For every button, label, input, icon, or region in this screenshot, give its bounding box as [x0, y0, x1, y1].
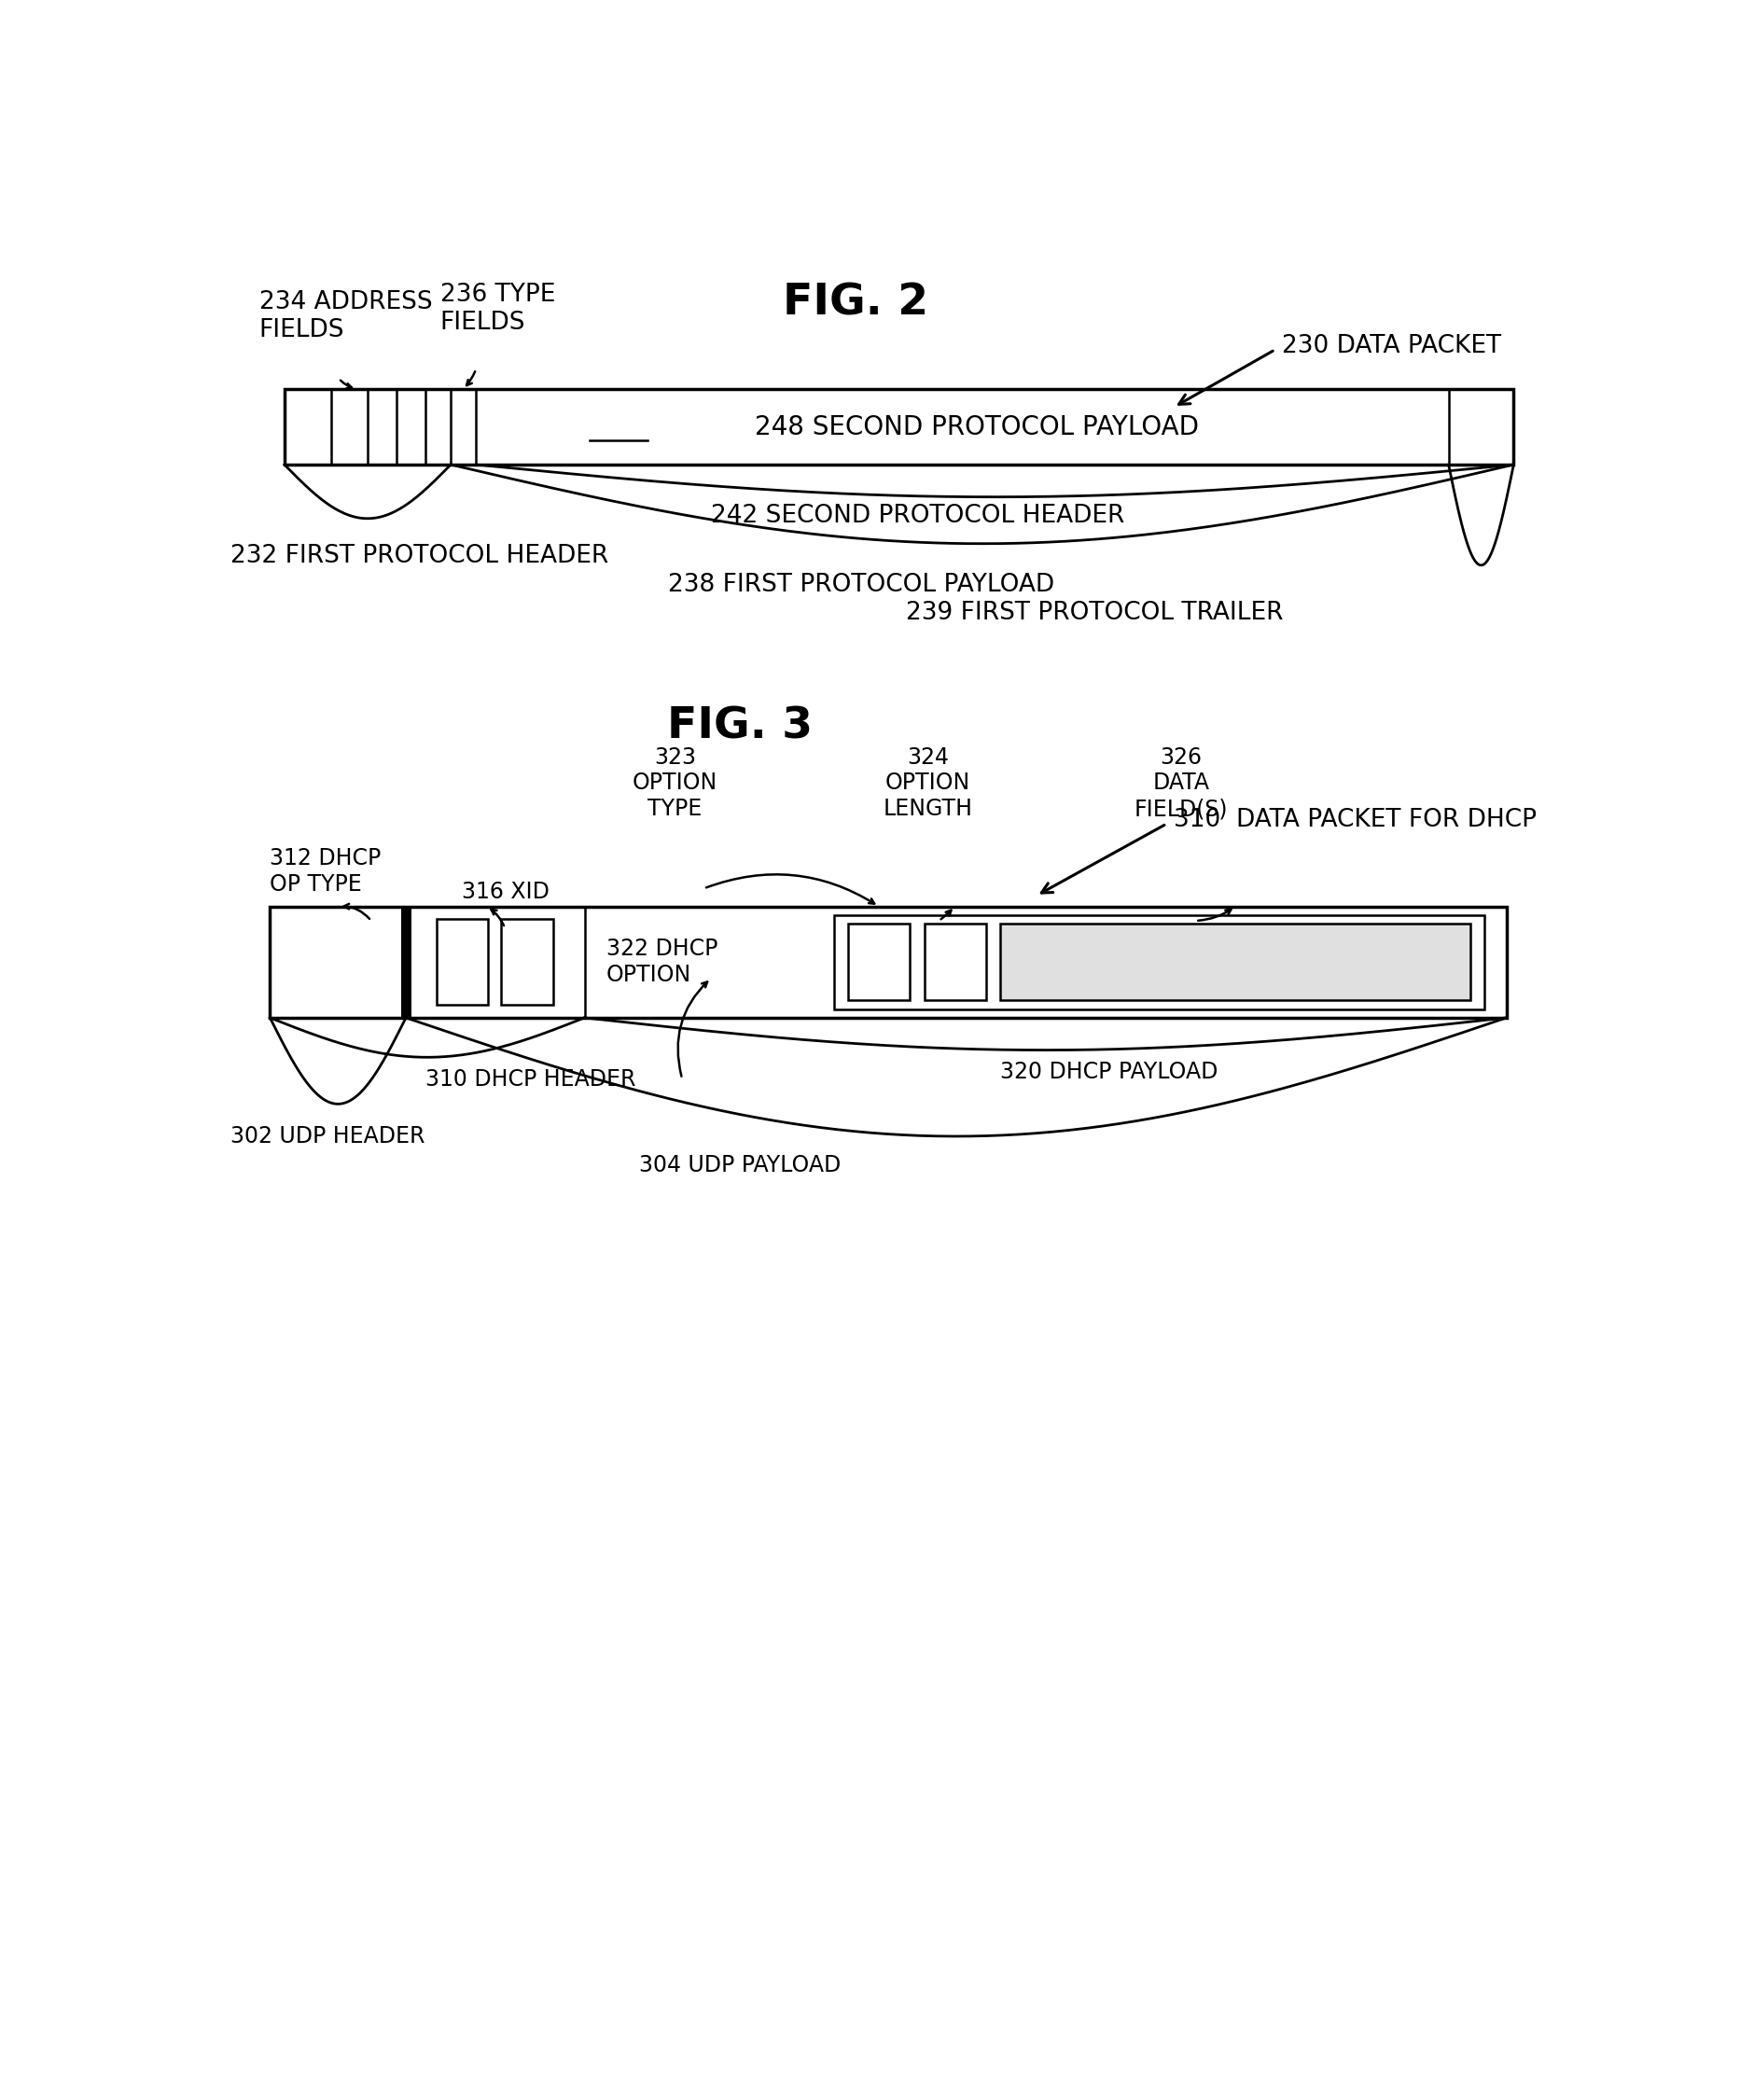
- Text: 302 UDP HEADER: 302 UDP HEADER: [230, 1126, 424, 1149]
- Bar: [284, 388, 1514, 464]
- Text: 236 TYPE
FIELDS: 236 TYPE FIELDS: [440, 284, 554, 336]
- Text: 326
DATA
FIELD(S): 326 DATA FIELD(S): [1133, 745, 1228, 821]
- Bar: [502, 920, 553, 1004]
- Bar: [270, 907, 1505, 1018]
- Text: 320 DHCP PAYLOAD: 320 DHCP PAYLOAD: [1000, 1060, 1217, 1084]
- Text: 310  DATA PACKET FOR DHCP: 310 DATA PACKET FOR DHCP: [1173, 808, 1537, 832]
- Bar: [1000, 924, 1470, 1000]
- Text: 310 DHCP HEADER: 310 DHCP HEADER: [424, 1069, 635, 1090]
- Text: 232 FIRST PROTOCOL HEADER: 232 FIRST PROTOCOL HEADER: [230, 544, 609, 567]
- Bar: [400, 907, 410, 1018]
- Bar: [833, 916, 1484, 1010]
- Text: 312 DHCP
OP TYPE: 312 DHCP OP TYPE: [270, 846, 381, 895]
- Text: 234 ADDRESS
FIELDS: 234 ADDRESS FIELDS: [260, 290, 431, 342]
- Bar: [924, 924, 986, 1000]
- Bar: [437, 920, 488, 1004]
- Text: 242 SECOND PROTOCOL HEADER: 242 SECOND PROTOCOL HEADER: [710, 504, 1124, 529]
- Bar: [847, 924, 909, 1000]
- Text: 316 XID: 316 XID: [461, 880, 549, 903]
- Text: 248 SECOND PROTOCOL PAYLOAD: 248 SECOND PROTOCOL PAYLOAD: [754, 414, 1198, 441]
- Text: FIG. 2: FIG. 2: [782, 281, 928, 323]
- Text: 239 FIRST PROTOCOL TRAILER: 239 FIRST PROTOCOL TRAILER: [905, 601, 1282, 626]
- Text: 323
OPTION
TYPE: 323 OPTION TYPE: [631, 745, 717, 821]
- Text: 322 DHCP
OPTION: 322 DHCP OPTION: [605, 939, 717, 987]
- Text: 324
OPTION
LENGTH: 324 OPTION LENGTH: [882, 745, 972, 821]
- Text: FIG. 3: FIG. 3: [667, 706, 812, 748]
- Text: 230 DATA PACKET: 230 DATA PACKET: [1282, 334, 1501, 359]
- Text: 238 FIRST PROTOCOL PAYLOAD: 238 FIRST PROTOCOL PAYLOAD: [667, 573, 1054, 596]
- Text: 304 UDP PAYLOAD: 304 UDP PAYLOAD: [638, 1155, 840, 1176]
